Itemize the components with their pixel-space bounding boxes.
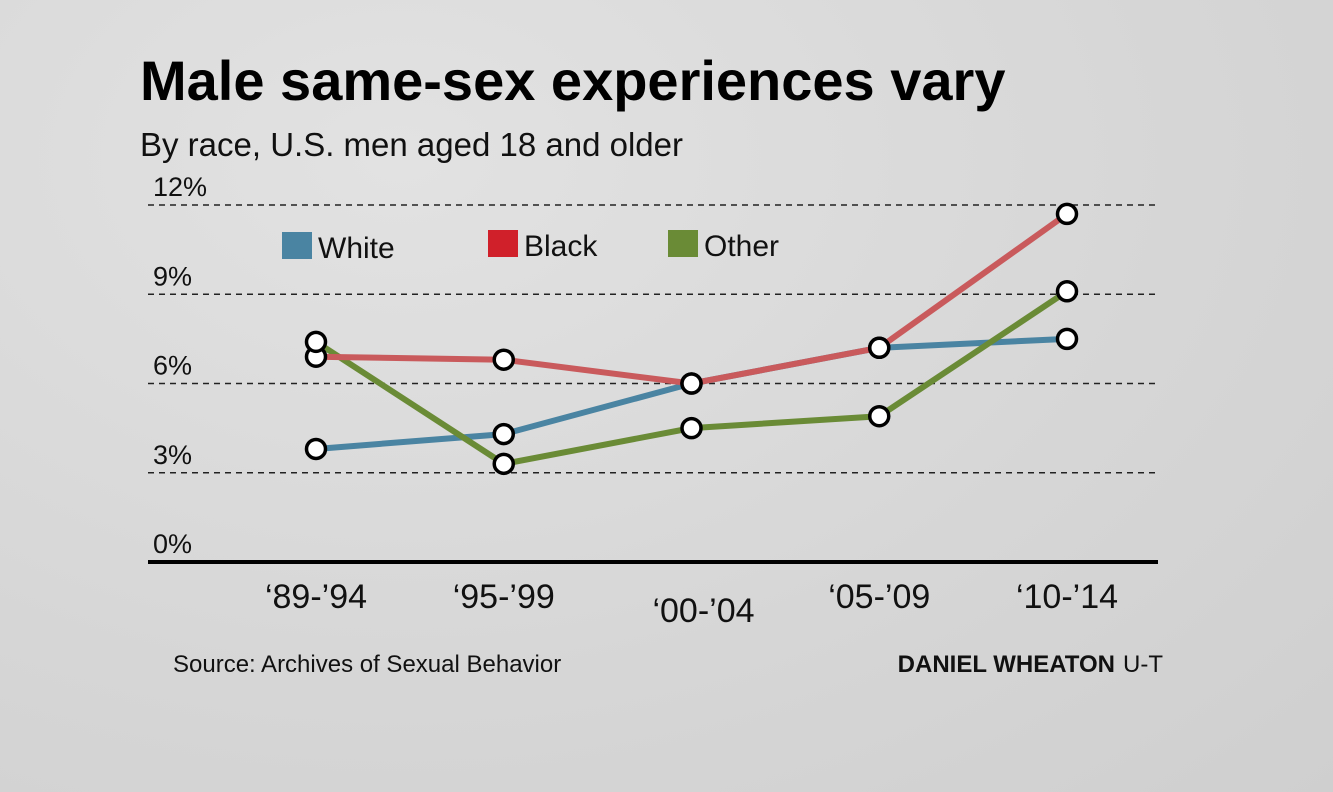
x-axis-ticks: ‘89-’94 ‘95-’99 ‘00-’04 ‘05-’09 ‘10-’14 — [265, 578, 1118, 630]
legend-swatch-other — [668, 230, 698, 257]
x-tick-label: ‘95-’99 — [453, 578, 555, 616]
data-point-other — [680, 416, 703, 440]
chart-subtitle: By race, U.S. men aged 18 and older — [140, 126, 683, 163]
legend: White Black Other — [282, 230, 779, 265]
legend-swatch-black — [488, 230, 518, 257]
x-tick-label: ‘10-’14 — [1016, 578, 1118, 616]
y-axis-ticks: 0% 3% 6% 9% 12% — [153, 172, 207, 559]
gridlines — [148, 204, 1158, 474]
data-point-other — [304, 330, 328, 354]
y-tick-label: 0% — [153, 529, 192, 559]
y-tick-label: 12% — [153, 172, 207, 202]
data-point-other — [492, 452, 515, 476]
y-tick-label: 9% — [153, 261, 192, 291]
chart-title: Male same-sex experiences vary — [140, 49, 1005, 112]
data-point-other — [1055, 280, 1079, 303]
x-tick-label: ‘00-’04 — [652, 592, 754, 630]
legend-label-other: Other — [704, 230, 779, 263]
data-point-black — [492, 348, 515, 371]
data-point-black — [1055, 202, 1079, 226]
legend-swatch-white — [282, 232, 312, 259]
credit: DANIEL WHEATON U-T — [898, 651, 1164, 678]
legend-label-white: White — [318, 232, 395, 265]
source-note: Source: Archives of Sexual Behavior — [173, 651, 561, 678]
y-tick-label: 6% — [153, 351, 192, 381]
credit-org: U-T — [1123, 651, 1163, 678]
legend-label-black: Black — [524, 230, 598, 263]
data-point-black — [680, 372, 703, 395]
data-point-white — [304, 437, 328, 461]
data-point-black — [868, 336, 891, 360]
x-tick-label: ‘89-’94 — [265, 578, 367, 616]
y-tick-label: 3% — [153, 440, 192, 470]
data-point-white — [1055, 327, 1079, 351]
data-point-other — [868, 404, 891, 428]
series-points — [304, 202, 1079, 476]
x-tick-label: ‘05-’09 — [828, 578, 930, 616]
data-point-white — [492, 422, 515, 446]
credit-name: DANIEL WHEATON — [898, 651, 1115, 678]
